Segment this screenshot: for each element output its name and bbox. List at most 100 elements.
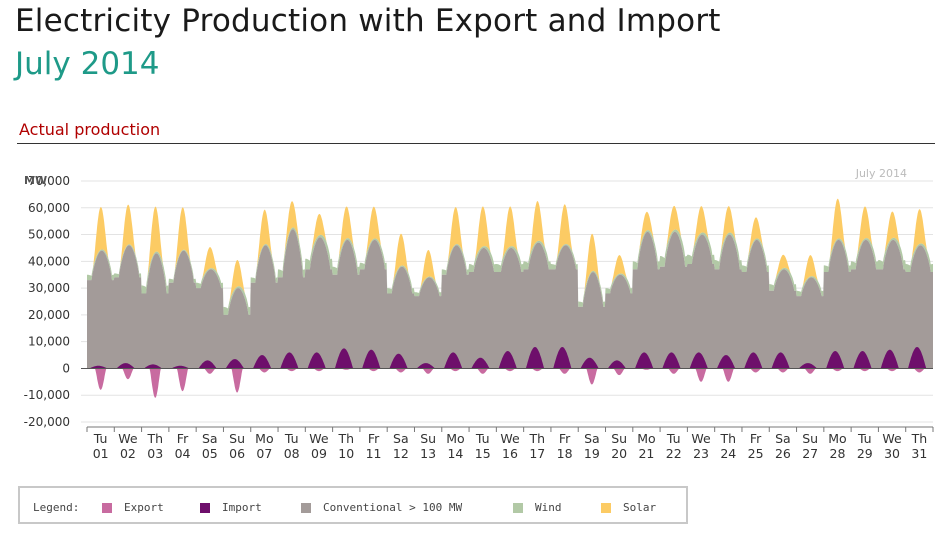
- section-heading: Actual production: [19, 120, 161, 139]
- y-tick-label: 50,000: [28, 228, 70, 242]
- x-day-label: 23: [693, 446, 709, 461]
- y-tick-label: 70,000: [28, 174, 70, 188]
- x-weekday-label: Su: [420, 431, 436, 446]
- x-day-label: 22: [666, 446, 682, 461]
- legend-label-import: Import: [222, 501, 262, 514]
- x-weekday-label: Th: [911, 431, 928, 446]
- x-weekday-label: Th: [529, 431, 546, 446]
- x-day-label: 14: [447, 446, 463, 461]
- solar-area: [87, 198, 933, 309]
- x-day-label: 09: [311, 446, 327, 461]
- x-weekday-label: Th: [146, 431, 163, 446]
- x-day-label: 08: [284, 446, 300, 461]
- conventional-area: [87, 229, 933, 369]
- legend-item-import: Import: [200, 501, 262, 514]
- y-tick-label: 0: [62, 361, 70, 375]
- x-weekday-label: Th: [337, 431, 354, 446]
- x-day-label: 12: [393, 446, 409, 461]
- x-weekday-label: Su: [611, 431, 627, 446]
- y-tick-label: 10,000: [28, 335, 70, 349]
- y-tick-label: -20,000: [24, 415, 70, 429]
- x-day-label: 28: [830, 446, 846, 461]
- x-day-label: 24: [720, 446, 736, 461]
- wind-swatch: [513, 502, 523, 513]
- x-weekday-label: Tu: [666, 431, 681, 446]
- x-day-label: 29: [857, 446, 873, 461]
- wind-area: [87, 227, 933, 315]
- x-weekday-label: Su: [802, 431, 818, 446]
- legend-label-solar: Solar: [623, 501, 657, 514]
- y-axis-label: MW: [24, 174, 47, 187]
- x-day-label: 18: [557, 446, 573, 461]
- legend: Legend: Export Import Conventional > 100…: [18, 486, 688, 524]
- x-day-label: 01: [93, 446, 109, 461]
- x-weekday-label: We: [500, 431, 520, 446]
- import-area: [87, 347, 933, 369]
- x-weekday-label: Tu: [475, 431, 490, 446]
- x-day-label: 06: [229, 446, 245, 461]
- conventional-swatch: [301, 502, 311, 513]
- y-tick-label: 30,000: [28, 281, 70, 295]
- x-day-label: 07: [256, 446, 272, 461]
- import-swatch: [200, 502, 210, 513]
- x-weekday-label: We: [118, 431, 138, 446]
- y-tick-label: -10,000: [24, 388, 70, 402]
- x-weekday-label: Mo: [828, 431, 846, 446]
- x-day-label: 19: [584, 446, 600, 461]
- x-day-label: 11: [366, 446, 382, 461]
- x-weekday-label: Mo: [446, 431, 464, 446]
- x-weekday-label: Sa: [202, 431, 218, 446]
- legend-item-conventional: Conventional > 100 MW: [301, 501, 462, 514]
- x-day-label: 13: [420, 446, 436, 461]
- x-weekday-label: Sa: [393, 431, 409, 446]
- x-day-label: 03: [147, 446, 163, 461]
- page-title: Electricity Production with Export and I…: [15, 3, 721, 39]
- x-weekday-label: Fr: [177, 431, 189, 446]
- x-day-label: 02: [120, 446, 136, 461]
- x-weekday-label: Mo: [255, 431, 273, 446]
- export-area: [87, 368, 933, 398]
- solar-swatch: [601, 502, 611, 513]
- x-weekday-label: Tu: [93, 431, 108, 446]
- y-tick-label: 60,000: [28, 201, 70, 215]
- x-day-label: 26: [775, 446, 791, 461]
- legend-title: Legend:: [33, 501, 80, 514]
- x-weekday-label: Su: [229, 431, 245, 446]
- section-divider: [17, 143, 935, 144]
- x-weekday-label: Mo: [637, 431, 655, 446]
- x-day-label: 05: [202, 446, 218, 461]
- x-day-label: 20: [611, 446, 627, 461]
- chart-title: July 2014: [855, 167, 907, 180]
- x-day-label: 21: [638, 446, 654, 461]
- x-day-label: 30: [884, 446, 900, 461]
- x-weekday-label: Fr: [750, 431, 762, 446]
- y-tick-label: 20,000: [28, 308, 70, 322]
- x-weekday-label: Fr: [559, 431, 571, 446]
- legend-item-export: Export: [102, 501, 164, 514]
- x-weekday-label: We: [882, 431, 902, 446]
- export-swatch: [102, 502, 112, 513]
- x-day-label: 10: [338, 446, 354, 461]
- page-subtitle: July 2014: [15, 46, 160, 82]
- x-day-label: 25: [748, 446, 764, 461]
- x-weekday-label: We: [691, 431, 711, 446]
- x-day-label: 31: [911, 446, 927, 461]
- x-weekday-label: We: [309, 431, 329, 446]
- legend-label-export: Export: [124, 501, 164, 514]
- y-tick-label: 40,000: [28, 254, 70, 268]
- x-day-label: 16: [502, 446, 518, 461]
- x-weekday-label: Sa: [775, 431, 791, 446]
- x-day-label: 27: [802, 446, 818, 461]
- x-weekday-label: Tu: [857, 431, 872, 446]
- legend-label-wind: Wind: [535, 501, 562, 514]
- legend-label-conventional: Conventional > 100 MW: [323, 501, 463, 514]
- legend-item-solar: Solar: [601, 501, 656, 514]
- x-weekday-label: Sa: [584, 431, 600, 446]
- x-weekday-label: Th: [720, 431, 737, 446]
- x-day-label: 15: [475, 446, 491, 461]
- x-weekday-label: Tu: [284, 431, 299, 446]
- legend-item-wind: Wind: [513, 501, 562, 514]
- x-weekday-label: Fr: [368, 431, 380, 446]
- x-day-label: 17: [529, 446, 545, 461]
- production-chart: -20,000 -10,000 0 10,000 20,000 30,000 40,000 5…: [24, 167, 934, 461]
